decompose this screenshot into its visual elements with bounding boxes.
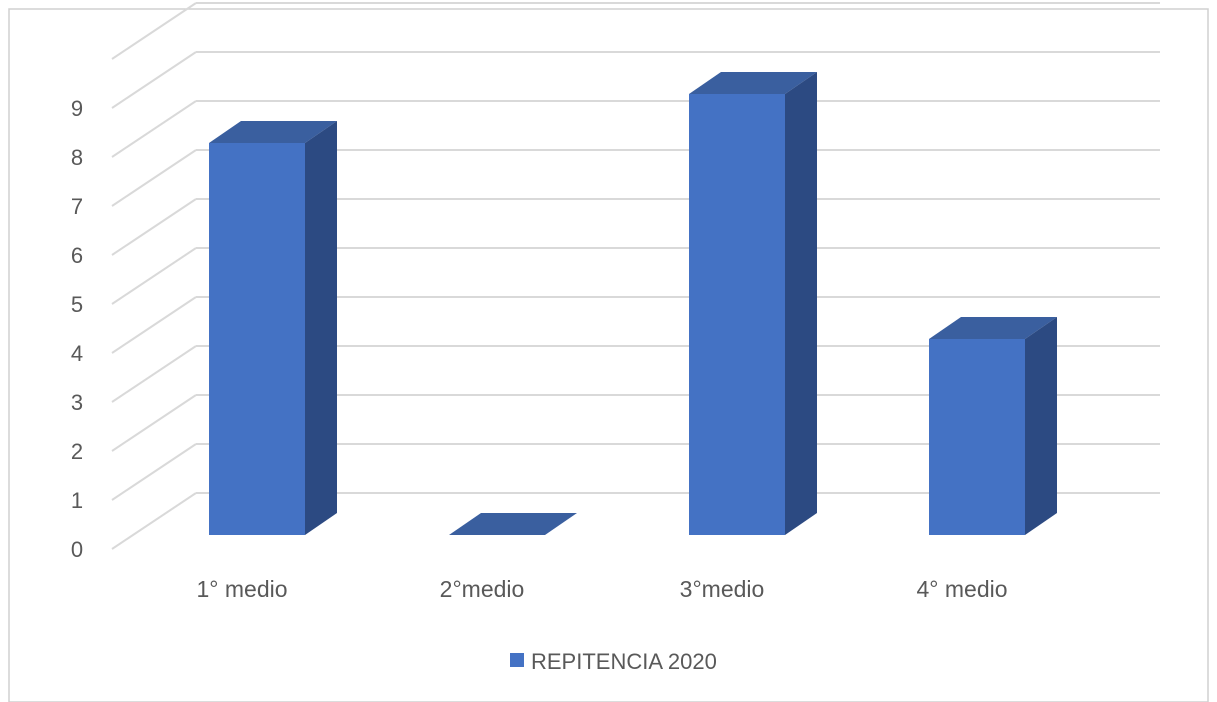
bar — [929, 317, 1057, 535]
gridline-diagonal — [111, 2, 197, 60]
legend-swatch — [510, 653, 524, 667]
bar-front — [929, 339, 1025, 535]
gridline-diagonal — [111, 247, 197, 305]
gridline-diagonal — [111, 443, 197, 501]
bar-top — [689, 72, 817, 94]
bar — [449, 513, 577, 535]
bar-side — [305, 121, 337, 535]
y-tick-label: 5 — [71, 292, 83, 317]
x-tick-label: 1° medio — [196, 576, 287, 602]
gridline-diagonal — [111, 198, 197, 256]
y-tick-label: 2 — [71, 439, 83, 464]
gridline-diagonal — [111, 492, 197, 550]
y-tick-label: 8 — [71, 145, 83, 170]
bar-side — [785, 72, 817, 535]
y-tick-label: 0 — [71, 537, 83, 562]
x-tick-label: 3°medio — [680, 576, 765, 602]
y-tick-label: 9 — [71, 96, 83, 121]
y-tick-label: 3 — [71, 390, 83, 415]
bar-front — [689, 94, 785, 535]
legend-label: REPITENCIA 2020 — [531, 649, 717, 674]
y-tick-label: 6 — [71, 243, 83, 268]
y-tick-label: 7 — [71, 194, 83, 219]
bar-side — [1025, 317, 1057, 535]
x-axis-labels: 1° medio 2°medio 3°medio 4° medio — [196, 576, 1007, 602]
x-tick-label: 2°medio — [440, 576, 525, 602]
gridline-diagonal — [111, 394, 197, 452]
bar-front — [209, 143, 305, 535]
bar — [689, 72, 817, 535]
x-tick-label: 4° medio — [916, 576, 1007, 602]
gridline-diagonal — [111, 345, 197, 403]
bar-top — [449, 513, 577, 535]
bar-top — [929, 317, 1057, 339]
gridline-diagonal — [111, 149, 197, 207]
legend: REPITENCIA 2020 — [510, 649, 717, 674]
gridlines — [111, 2, 1160, 550]
y-tick-label: 1 — [71, 488, 83, 513]
bars — [209, 72, 1057, 535]
gridline-diagonal — [111, 296, 197, 354]
bar-top — [209, 121, 337, 143]
gridline-diagonal — [111, 100, 197, 158]
y-tick-label: 4 — [71, 341, 83, 366]
bar — [209, 121, 337, 535]
gridline-diagonal — [111, 51, 197, 109]
y-axis-ticks: 0 1 2 3 4 5 6 7 8 9 — [71, 96, 83, 562]
